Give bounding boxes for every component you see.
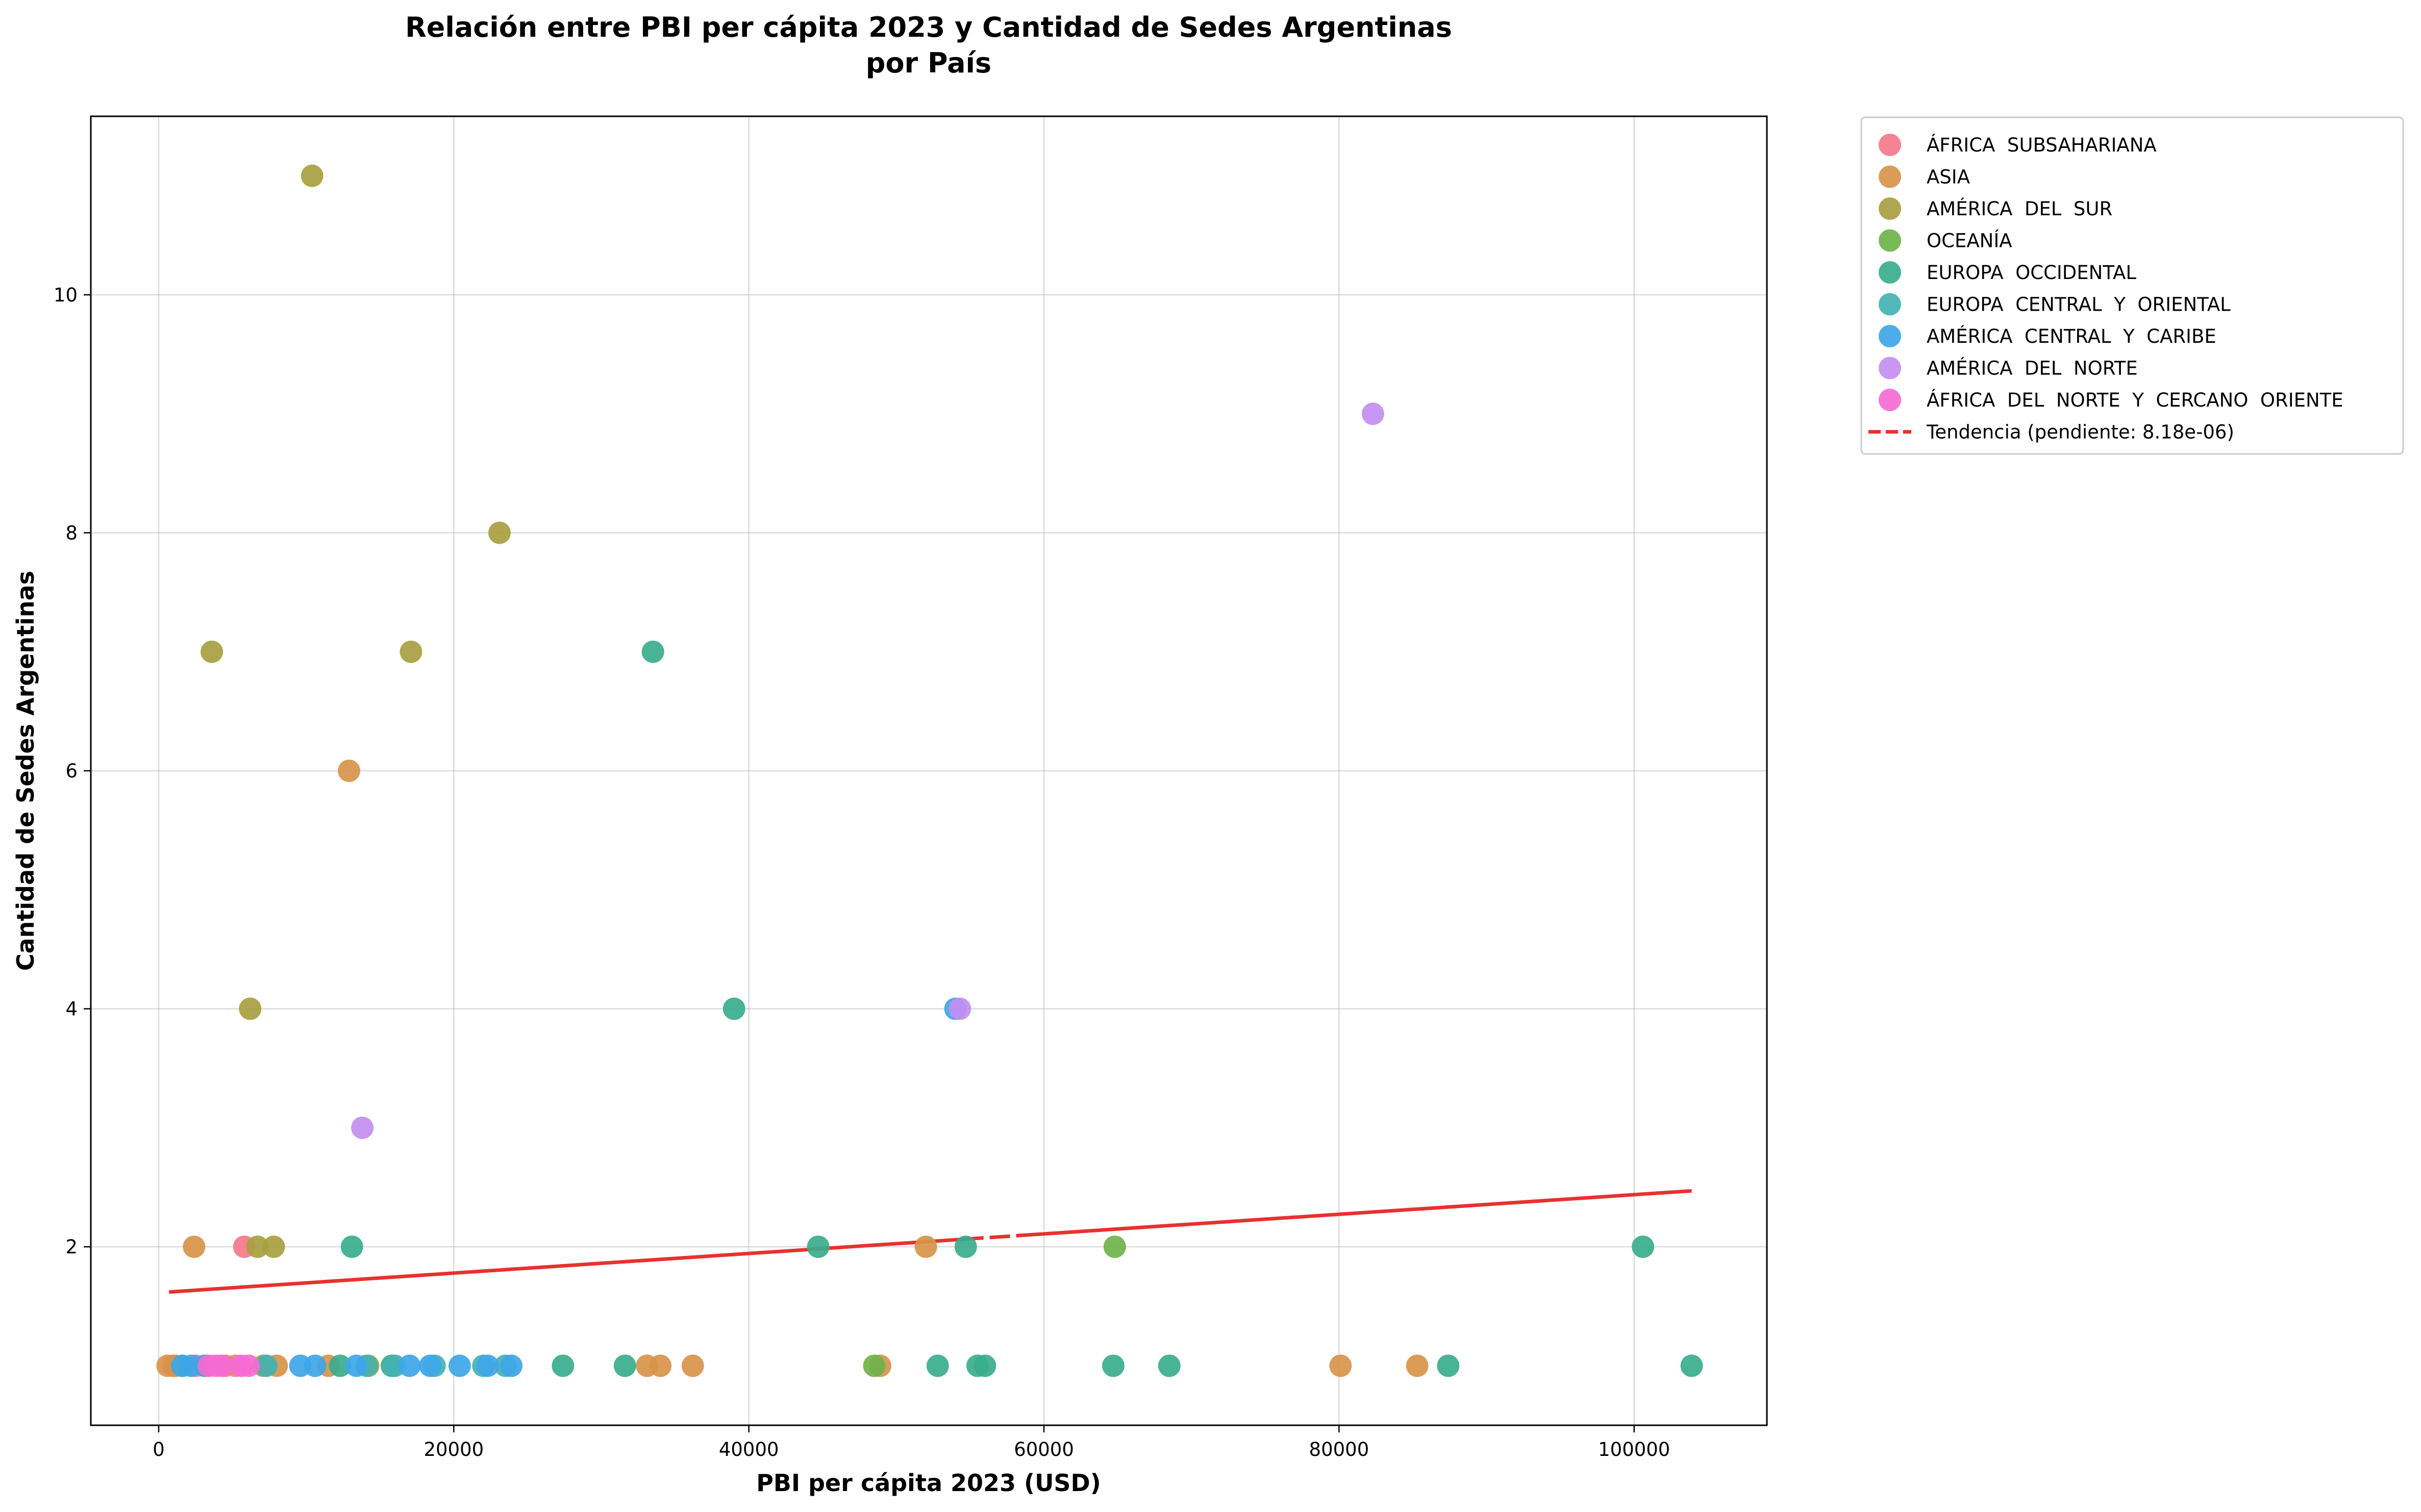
legend-marker [1879, 325, 1901, 347]
data-point [1680, 1354, 1703, 1377]
data-point [641, 640, 664, 663]
data-point [351, 1116, 374, 1139]
legend-label: AMÉRICA CENTRAL Y CARIBE [1927, 325, 2216, 347]
data-point [340, 1236, 363, 1258]
legend-frame [1860, 116, 2404, 455]
legend-label: EUROPA OCCIDENTAL [1927, 262, 2136, 284]
data-points [156, 164, 1703, 1377]
data-point [926, 1354, 949, 1377]
data-point [1632, 1236, 1655, 1258]
legend-label: OCEANÍA [1927, 230, 2012, 252]
legend-label: ASIA [1927, 166, 1970, 188]
data-point [237, 1354, 260, 1377]
legend-marker [1879, 197, 1901, 220]
data-point [974, 1354, 996, 1377]
y-tick-label: 6 [65, 760, 78, 782]
x-tick-label: 0 [153, 1439, 165, 1460]
data-point [301, 164, 323, 187]
data-point [338, 760, 361, 782]
grid [91, 116, 1767, 1425]
data-point [255, 1354, 278, 1377]
data-point [398, 1354, 421, 1377]
legend: ÁFRICA SUBSAHARIANA ASIA AMÉRICA DEL SUR OC… [1860, 116, 2404, 455]
data-point [1406, 1354, 1429, 1377]
data-point [649, 1354, 672, 1377]
data-point [949, 997, 971, 1020]
data-point [863, 1354, 886, 1377]
data-point [1361, 402, 1384, 425]
x-tick-label: 20000 [424, 1439, 484, 1460]
legend-marker [1879, 357, 1901, 380]
y-tick-label: 2 [65, 1236, 78, 1258]
data-point [183, 1236, 206, 1258]
data-point [246, 1236, 269, 1258]
data-point [807, 1236, 830, 1258]
data-point [613, 1354, 636, 1377]
legend-label: AMÉRICA DEL SUR [1927, 197, 2112, 220]
data-point [1329, 1354, 1352, 1377]
data-point [400, 640, 422, 663]
x-axis-label: PBI per cápita 2023 (USD) [756, 1469, 1101, 1497]
chart-title: Relación entre PBI per cápita 2023 y Can… [405, 11, 1452, 43]
data-point [329, 1354, 352, 1377]
x-tick-label: 40000 [719, 1439, 779, 1460]
y-axis-label: Cantidad de Sedes Argentinas [12, 571, 39, 971]
data-point [488, 521, 511, 544]
plot-area-frame [90, 115, 1768, 1426]
legend-marker [1879, 293, 1901, 316]
legend-label: ÁFRICA DEL NORTE Y CERCANO ORIENTE [1927, 389, 2343, 411]
y-tick-label: 8 [65, 522, 78, 544]
data-point [500, 1354, 523, 1377]
data-point [419, 1354, 442, 1377]
data-point [1102, 1354, 1125, 1377]
legend-label: ÁFRICA SUBSAHARIANA [1927, 134, 2157, 156]
data-point [211, 1354, 234, 1377]
data-point [448, 1354, 471, 1377]
x-tick-label: 60000 [1014, 1439, 1074, 1460]
data-point [681, 1354, 704, 1377]
data-point [262, 1236, 285, 1258]
data-point [304, 1354, 327, 1377]
legend-label: AMÉRICA DEL NORTE [1927, 357, 2138, 380]
data-point [201, 640, 223, 663]
legend-marker [1879, 261, 1901, 284]
legend-marker [1879, 389, 1901, 411]
legend-marker [1879, 229, 1901, 252]
x-tick-label: 100000 [1598, 1439, 1670, 1460]
data-point [1158, 1354, 1181, 1377]
chart-subtitle: por País [866, 47, 991, 79]
legend-marker [1879, 165, 1901, 188]
data-point [914, 1236, 937, 1258]
legend-marker [1879, 134, 1901, 156]
data-point [1103, 1236, 1126, 1258]
data-point [476, 1354, 499, 1377]
legend-label: EUROPA CENTRAL Y ORIENTAL [1927, 294, 2231, 316]
axis-ticks: 0 20000 40000 60000 80000 100000 2 4 6 8 10 [54, 284, 1670, 1460]
data-point [954, 1236, 977, 1258]
data-point [239, 997, 262, 1020]
data-point [345, 1354, 368, 1377]
legend-label: Tendencia (pendiente: 8.18e-06) [1926, 421, 2234, 443]
x-tick-label: 80000 [1309, 1439, 1369, 1460]
y-tick-label: 10 [54, 284, 78, 306]
y-tick-label: 4 [65, 998, 78, 1020]
data-point [552, 1354, 575, 1377]
data-point [722, 997, 745, 1020]
legend-items: ÁFRICA SUBSAHARIANA ASIA AMÉRICA DEL SUR OC… [1868, 134, 2343, 443]
data-point [1437, 1354, 1460, 1377]
